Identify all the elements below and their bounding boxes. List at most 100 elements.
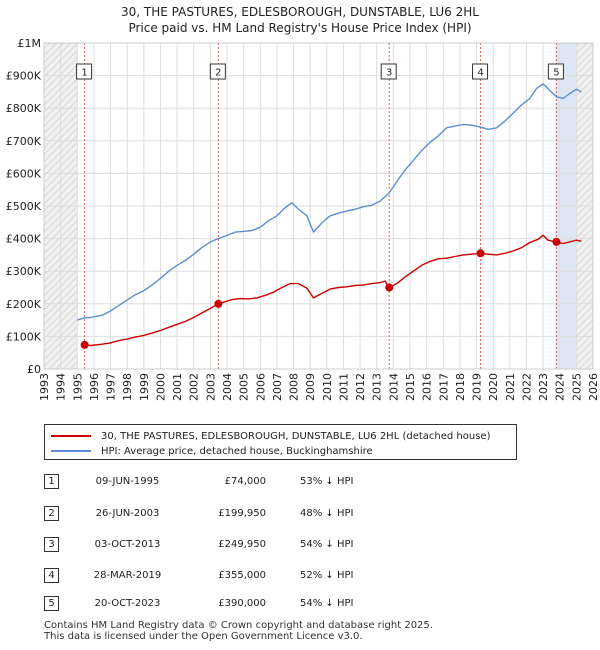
x-tick-label: 2016 [421,373,434,401]
sale-label-text: 3 [386,68,392,79]
x-tick-label: 2014 [387,373,400,401]
x-tick-label: 2001 [171,373,184,401]
sale-point [80,340,89,349]
footer-license: This data is licensed under the Open Gov… [44,631,363,642]
x-tick-label: 2004 [221,373,234,401]
x-tick-label: 2018 [454,373,467,401]
y-tick-label: £700K [6,135,42,148]
table-row: 3 03-OCT-2013 £249,950 54% ↓ HPI [0,536,600,556]
y-tick-label: £800K [6,102,42,115]
property-price-line [84,234,582,347]
x-tick-label: 2009 [304,373,317,401]
sale-hpi-diff: 53% ↓ HPI [300,476,354,487]
table-row: 4 28-MAR-2019 £355,000 52% ↓ HPI [0,567,600,587]
footer-copyright: Contains HM Land Registry data © Crown c… [44,620,433,631]
sale-date: 26-JUN-2003 [95,508,160,519]
y-tick-label: £600K [6,167,42,180]
x-tick-label: 1994 [55,373,68,401]
x-tick-label: 2007 [271,373,284,401]
sale-number: 4 [44,568,59,583]
x-tick-label: 1993 [38,373,51,401]
sale-price: £74,000 [224,476,266,487]
x-tick-label: 2022 [520,373,533,401]
table-row: 1 09-JUN-1995 £74,000 53% ↓ HPI [0,473,600,493]
legend-item-hpi: HPI: Average price, detached house, Buck… [51,444,373,458]
x-tick-label: 2020 [487,373,500,401]
sale-point [552,237,561,246]
sale-number: 3 [44,537,59,552]
sale-label-text: 1 [81,68,87,79]
sale-label-text: 4 [477,68,483,79]
x-tick-label: 2024 [554,373,567,401]
x-tick-label: 2021 [504,373,517,401]
x-tick-label: 2000 [154,373,167,401]
sale-label-text: 5 [553,68,559,79]
y-tick-label: £400K [6,233,42,246]
sale-label-text: 2 [215,68,221,79]
sale-date: 20-OCT-2023 [94,598,161,609]
x-tick-label: 2013 [371,373,384,401]
legend-label-property: 30, THE PASTURES, EDLESBOROUGH, DUNSTABL… [101,430,491,442]
x-tick-label: 1995 [71,373,84,401]
plot-frame [43,42,594,370]
x-tick-label: 1996 [88,373,101,401]
x-tick-label: 2006 [254,373,267,401]
x-tick-label: 2023 [537,373,550,401]
sale-point [214,299,223,308]
x-tick-label: 2015 [404,373,417,401]
chart-title-block: 30, THE PASTURES, EDLESBOROUGH, DUNSTABL… [0,4,600,36]
x-tick-label: 2017 [437,373,450,401]
sale-label-box [76,63,93,80]
y-tick-label: £200K [6,298,42,311]
x-tick-label: 2003 [204,373,217,401]
x-tick-label: 2002 [188,373,201,401]
sale-price: £199,950 [218,508,266,519]
y-tick-label: £900K [6,70,42,83]
x-tick-label: 2008 [288,373,301,401]
sale-number: 2 [44,506,59,521]
y-tick-label: £300K [6,265,42,278]
x-tick-label: 2012 [354,373,367,401]
legend-swatch-property [51,435,91,437]
x-tick-label: 1999 [138,373,151,401]
sale-price: £249,950 [218,539,266,550]
table-row: 2 26-JUN-2003 £199,950 48% ↓ HPI [0,505,600,525]
y-tick-label: £100K [6,330,42,343]
footer: Contains HM Land Registry data © Crown c… [44,620,433,642]
chart-title: 30, THE PASTURES, EDLESBOROUGH, DUNSTABL… [121,5,479,19]
sale-date: 09-JUN-1995 [95,476,160,487]
hpi-line [77,83,582,321]
x-tick-label: 1998 [121,373,134,401]
y-tick-label: £1M [18,37,42,50]
table-row: 5 20-OCT-2023 £390,000 54% ↓ HPI [0,595,600,615]
x-tick-label: 1997 [105,373,118,401]
legend-item-property: 30, THE PASTURES, EDLESBOROUGH, DUNSTABL… [51,429,490,443]
sale-hpi-diff: 54% ↓ HPI [300,539,354,550]
x-tick-label: 2005 [238,373,251,401]
sale-label-box [472,63,489,80]
legend-swatch-hpi [51,450,91,452]
legend-label-hpi: HPI: Average price, detached house, Buck… [101,445,373,457]
x-tick-label: 2010 [321,373,334,401]
sale-point [385,283,394,292]
x-tick-label: 2019 [471,373,484,401]
sale-price: £355,000 [218,570,266,581]
chart-subtitle: Price paid vs. HM Land Registry's House … [128,21,472,35]
sale-point [476,249,485,258]
sale-label-box [547,63,564,80]
legend: 30, THE PASTURES, EDLESBOROUGH, DUNSTABL… [44,424,517,460]
sale-date: 28-MAR-2019 [93,570,162,581]
y-tick-label: £500K [6,200,42,213]
sale-label-box [380,63,397,80]
sale-hpi-diff: 54% ↓ HPI [300,598,354,609]
price-chart: 1 2 3 4 5 £0 £100K £200K £300K £400K £500K £600K £70… [6,37,600,401]
x-tick-label: 2025 [570,373,583,401]
sale-number: 1 [44,474,59,489]
sale-price: £390,000 [218,598,266,609]
x-tick-label: 2011 [337,373,350,401]
sale-hpi-diff: 48% ↓ HPI [300,508,354,519]
sale-date: 03-OCT-2013 [94,539,161,550]
x-tick-label: 2026 [587,373,600,401]
y-tick-label: £0 [27,363,41,376]
sale-hpi-diff: 52% ↓ HPI [300,570,354,581]
